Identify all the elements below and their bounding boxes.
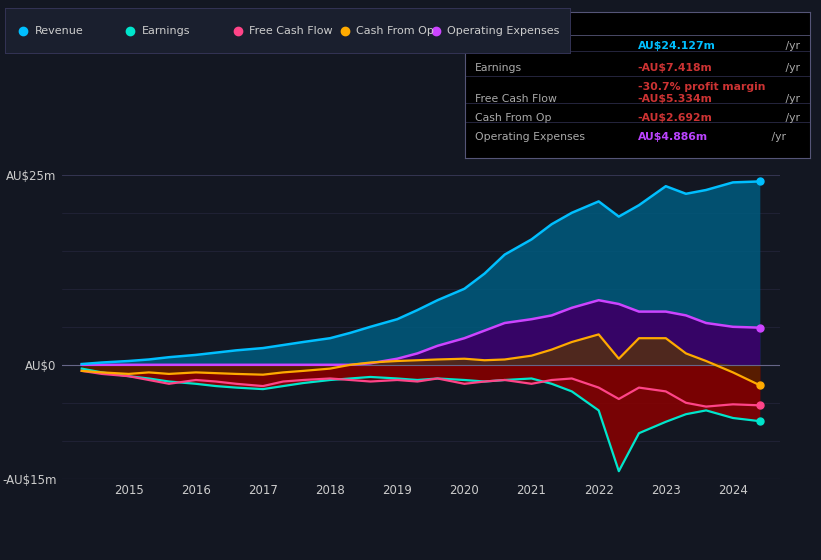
Text: Free Cash Flow: Free Cash Flow — [475, 94, 557, 104]
Text: -AU$5.334m: -AU$5.334m — [637, 94, 713, 104]
Text: /yr: /yr — [782, 41, 800, 51]
Text: Earnings: Earnings — [142, 26, 190, 35]
Text: Operating Expenses: Operating Expenses — [447, 26, 559, 35]
Text: Free Cash Flow: Free Cash Flow — [249, 26, 333, 35]
Text: Cash From Op: Cash From Op — [356, 26, 434, 35]
Text: /yr: /yr — [768, 132, 786, 142]
Text: -AU$2.692m: -AU$2.692m — [637, 113, 713, 123]
Text: /yr: /yr — [782, 94, 800, 104]
Text: Cash From Op: Cash From Op — [475, 113, 552, 123]
Text: Revenue: Revenue — [475, 41, 523, 51]
Text: Operating Expenses: Operating Expenses — [475, 132, 585, 142]
Text: AU$4.886m: AU$4.886m — [637, 132, 708, 142]
Text: Earnings: Earnings — [475, 63, 522, 73]
Text: -AU$7.418m: -AU$7.418m — [637, 63, 713, 73]
Text: AU$24.127m: AU$24.127m — [637, 41, 715, 51]
Text: Jun 30 2024: Jun 30 2024 — [475, 22, 553, 35]
Text: -30.7% profit margin: -30.7% profit margin — [637, 82, 765, 92]
Text: Revenue: Revenue — [34, 26, 83, 35]
Text: /yr: /yr — [782, 113, 800, 123]
Text: /yr: /yr — [782, 63, 800, 73]
